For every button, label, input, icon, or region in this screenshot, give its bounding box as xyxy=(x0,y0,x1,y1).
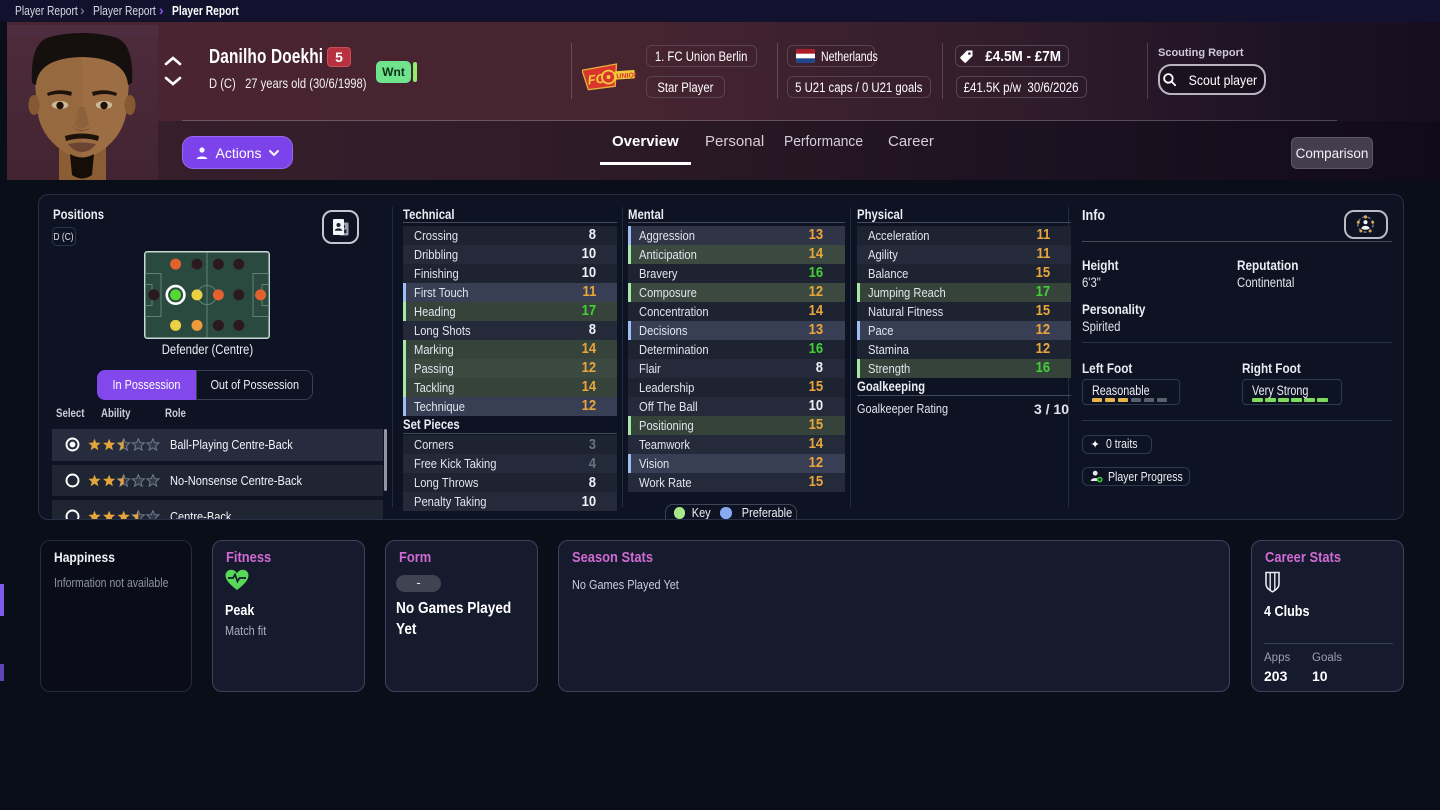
svg-text:UNION: UNION xyxy=(616,72,636,81)
